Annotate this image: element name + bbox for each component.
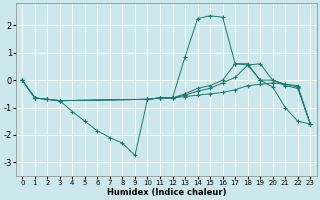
X-axis label: Humidex (Indice chaleur): Humidex (Indice chaleur) [107, 188, 226, 197]
